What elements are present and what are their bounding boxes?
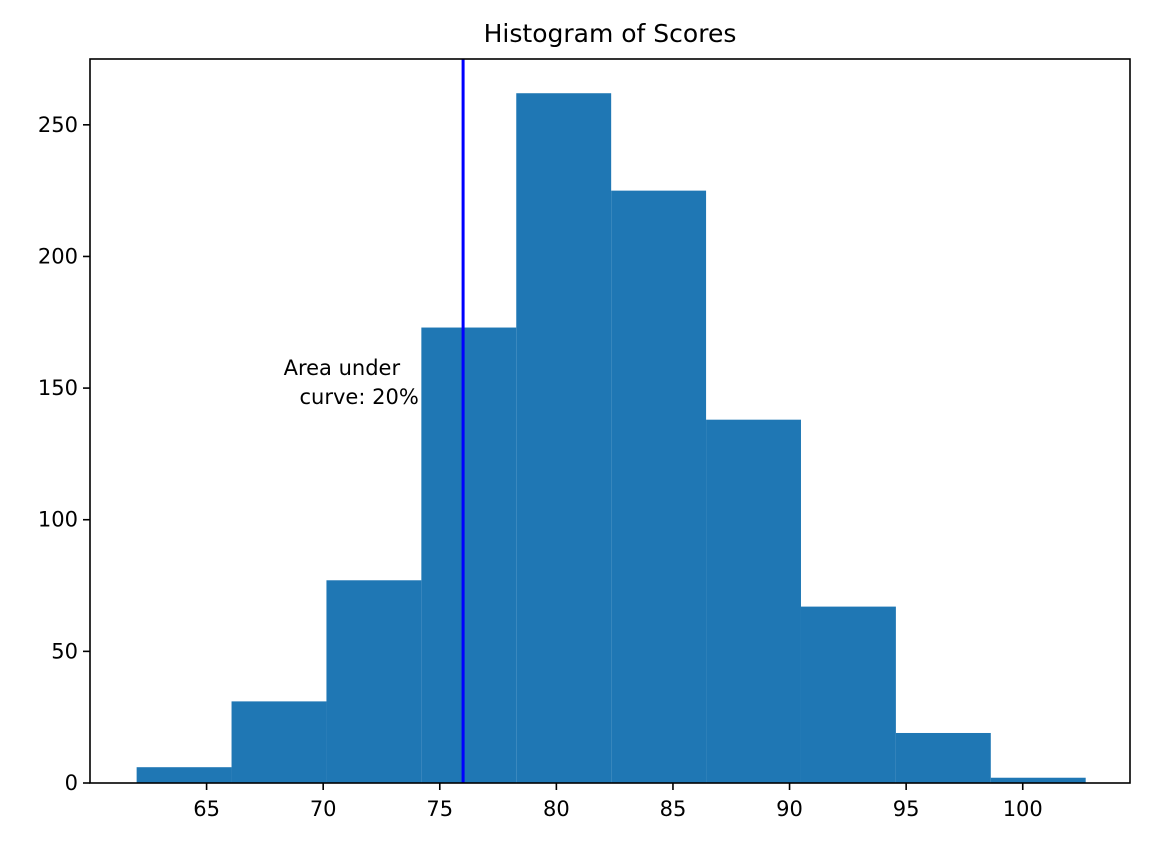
x-axis-ticks: 65 70 75 80 85 90 95 100 [193, 783, 1043, 821]
histogram-bar-8 [800, 606, 896, 783]
x-tick-label: 90 [776, 797, 803, 821]
x-tick-label: 80 [543, 797, 570, 821]
chart-title: Histogram of Scores [484, 19, 737, 48]
y-tick-label: 250 [38, 113, 78, 137]
histogram-bar-5 [516, 93, 612, 783]
x-tick-label: 65 [193, 797, 220, 821]
histogram-bar-2 [231, 701, 327, 783]
histogram-bar-3 [326, 580, 422, 783]
annotation-text: Area under curve: 20% [284, 356, 419, 409]
y-axis-ticks: 0 50 100 150 200 250 [38, 113, 90, 795]
x-tick-label: 70 [310, 797, 337, 821]
y-tick-label: 0 [65, 771, 78, 795]
annotation-line-1: Area under [284, 356, 401, 380]
y-tick-label: 100 [38, 508, 78, 532]
histogram-bar-10 [990, 777, 1086, 783]
x-tick-label: 95 [893, 797, 920, 821]
y-tick-label: 200 [38, 244, 78, 268]
histogram-bar-7 [706, 419, 801, 783]
x-tick-label: 85 [660, 797, 687, 821]
bars-layer [136, 93, 1086, 784]
x-tick-label: 75 [426, 797, 453, 821]
y-tick-label: 150 [38, 376, 78, 400]
plot-frame [89, 58, 1131, 784]
histogram-bar-4 [421, 327, 517, 783]
x-tick-label: 100 [1003, 797, 1043, 821]
histogram-bar-6 [611, 190, 707, 784]
histogram-bar-9 [895, 732, 991, 783]
y-tick-label: 50 [51, 639, 78, 663]
histogram-bar-1 [136, 767, 232, 783]
annotation-line-2: curve: 20% [300, 385, 419, 409]
